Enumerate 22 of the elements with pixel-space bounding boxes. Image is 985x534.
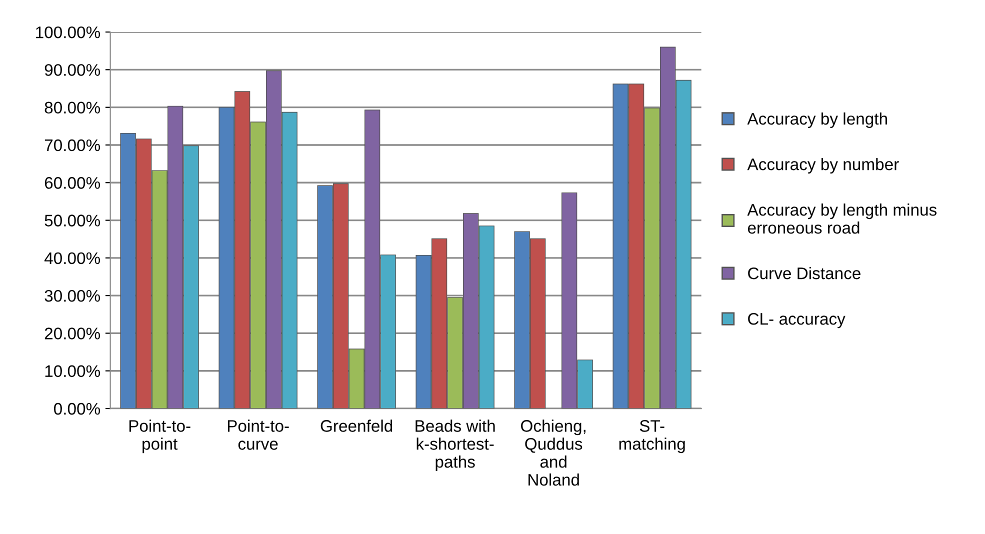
y-tick-label: 70.00% xyxy=(44,139,100,152)
y-tick-label: 0.00% xyxy=(54,402,100,415)
legend-label: CL- accuracy xyxy=(748,312,846,328)
y-tick-label: 10.00% xyxy=(45,365,100,378)
y-tick-label: 50.00% xyxy=(44,214,100,226)
y-tick-label: 90.00% xyxy=(44,64,100,76)
y-tick-label: 80.00% xyxy=(44,102,100,114)
x-tick-label: Greenfeld xyxy=(320,420,392,432)
x-tick-label: Point-to- curve xyxy=(228,420,289,450)
x-tick-label: Point-to- point xyxy=(129,420,190,454)
legend-label: Accuracy by length xyxy=(747,112,887,128)
legend-label: Accuracy by length minus erroneous road xyxy=(747,204,937,234)
legend-label: Accuracy by number xyxy=(747,158,899,174)
y-tick-label: 30.00% xyxy=(44,290,100,302)
y-tick-label: 20.00% xyxy=(44,328,100,340)
x-tick-label: ST- matching xyxy=(619,420,685,454)
y-tick-label: 60.00% xyxy=(44,177,100,189)
x-tick-label: Beads with k-shortest- paths xyxy=(416,420,495,472)
y-tick-label: 40.00% xyxy=(44,252,100,264)
legend-label: Curve Distance xyxy=(748,267,860,280)
x-tick-label: Ochieng, Quddus and Noland xyxy=(521,420,586,486)
y-tick-label: 100.00% xyxy=(36,26,100,38)
